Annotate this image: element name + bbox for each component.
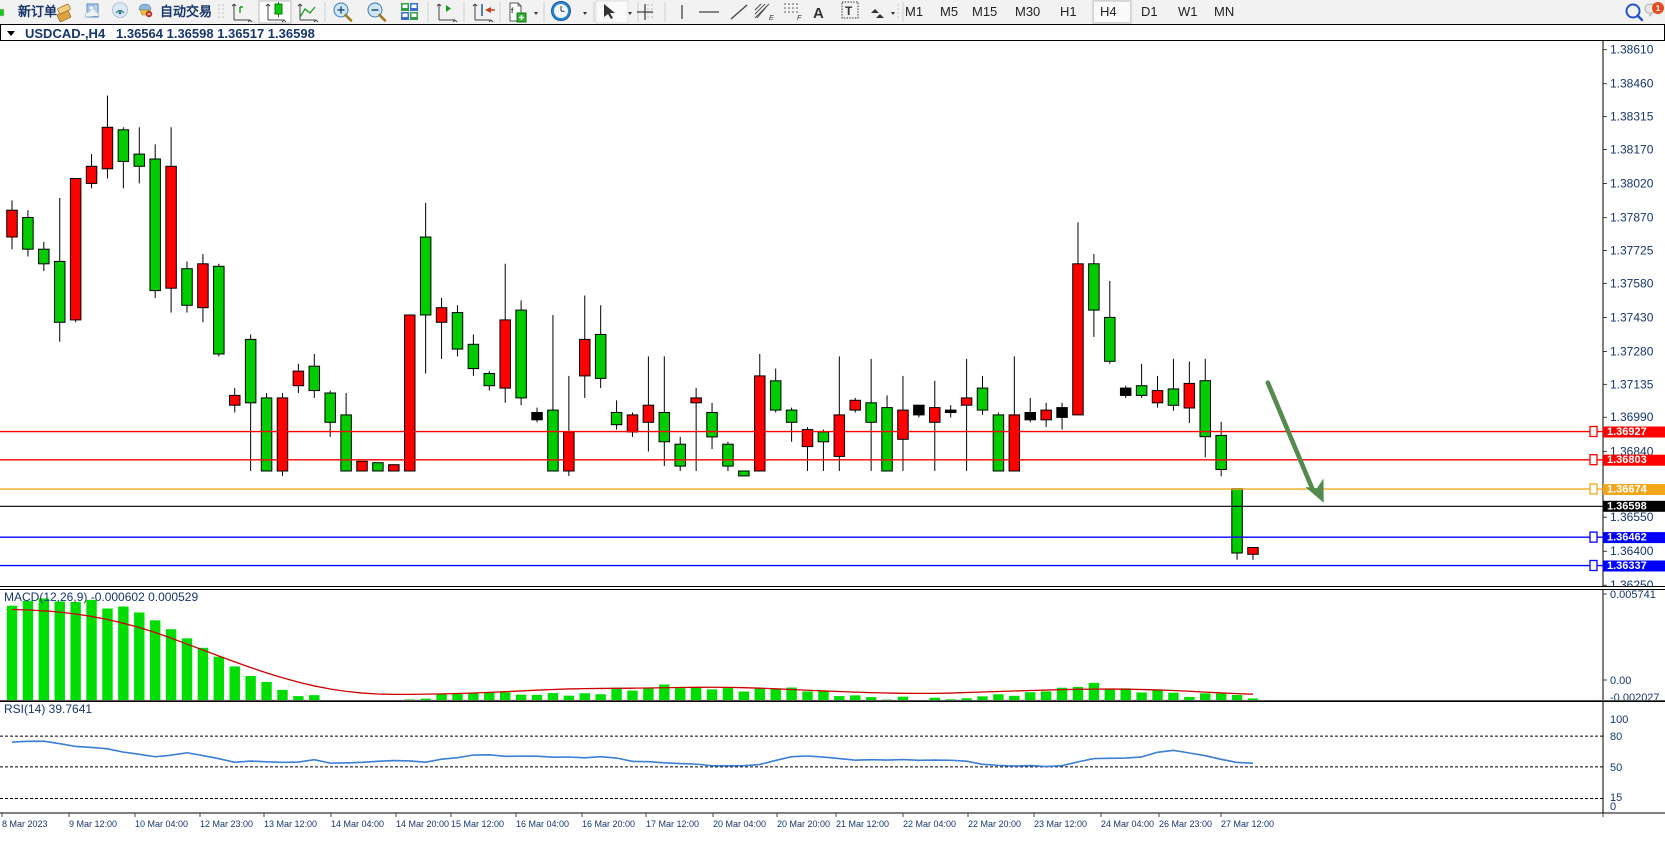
- svg-text:27 Mar 12:00: 27 Mar 12:00: [1221, 819, 1274, 829]
- svg-text:A: A: [813, 5, 824, 22]
- svg-text:-0.002027: -0.002027: [1610, 692, 1660, 701]
- svg-text:16 Mar 20:00: 16 Mar 20:00: [582, 819, 635, 829]
- svg-text:1.36803: 1.36803: [1607, 454, 1647, 466]
- svg-text:20 Mar 20:00: 20 Mar 20:00: [777, 819, 830, 829]
- svg-text:T: T: [845, 4, 853, 18]
- svg-text:100: 100: [1610, 714, 1628, 726]
- svg-text:1.37725: 1.37725: [1610, 243, 1654, 257]
- svg-text:USDCAD-,H4: USDCAD-,H4: [25, 26, 106, 41]
- svg-text:1.37430: 1.37430: [1610, 310, 1654, 324]
- svg-text:1: 1: [1656, 3, 1661, 13]
- svg-text:50: 50: [1610, 762, 1622, 774]
- svg-text:H1: H1: [1060, 4, 1077, 19]
- svg-text:新订单: 新订单: [18, 4, 57, 19]
- svg-text:1.36462: 1.36462: [1607, 532, 1647, 544]
- svg-text:23 Mar 12:00: 23 Mar 12:00: [1034, 819, 1087, 829]
- svg-text:M30: M30: [1015, 4, 1040, 19]
- svg-text:1.36927: 1.36927: [1607, 426, 1647, 438]
- svg-text:1.36674: 1.36674: [1607, 484, 1648, 496]
- svg-text:12 Mar 23:00: 12 Mar 23:00: [200, 819, 253, 829]
- svg-text:15 Mar 12:00: 15 Mar 12:00: [451, 819, 504, 829]
- svg-text:1.37135: 1.37135: [1610, 377, 1654, 391]
- svg-text:1.36564 1.36598 1.36517 1.3659: 1.36564 1.36598 1.36517 1.36598: [116, 26, 315, 41]
- svg-text:16 Mar 04:00: 16 Mar 04:00: [516, 819, 569, 829]
- svg-text:17 Mar 12:00: 17 Mar 12:00: [646, 819, 699, 829]
- svg-text:1.36990: 1.36990: [1610, 410, 1654, 424]
- svg-text:F: F: [797, 15, 802, 22]
- svg-text:1.36337: 1.36337: [1607, 560, 1647, 572]
- svg-text:0.005741: 0.005741: [1610, 590, 1656, 601]
- svg-text:24 Mar 04:00: 24 Mar 04:00: [1101, 819, 1154, 829]
- svg-text:9 Mar 12:00: 9 Mar 12:00: [69, 819, 117, 829]
- svg-text:E: E: [769, 15, 774, 22]
- svg-text:1.37580: 1.37580: [1610, 276, 1654, 290]
- svg-text:22 Mar 04:00: 22 Mar 04:00: [903, 819, 956, 829]
- svg-text:M1: M1: [905, 4, 923, 19]
- svg-text:1.38610: 1.38610: [1610, 43, 1654, 57]
- svg-text:8 Mar 2023: 8 Mar 2023: [2, 819, 48, 829]
- svg-text:1.37280: 1.37280: [1610, 344, 1654, 358]
- svg-text:14 Mar 04:00: 14 Mar 04:00: [331, 819, 384, 829]
- svg-text:RSI(14) 39.7641: RSI(14) 39.7641: [4, 702, 92, 716]
- svg-text:1.36598: 1.36598: [1607, 500, 1647, 512]
- svg-text:M5: M5: [940, 4, 958, 19]
- svg-text:D1: D1: [1141, 4, 1158, 19]
- svg-text:13 Mar 12:00: 13 Mar 12:00: [264, 819, 317, 829]
- svg-text:1.36250: 1.36250: [1610, 578, 1654, 587]
- svg-text:1.38315: 1.38315: [1610, 110, 1654, 124]
- svg-text:1.38020: 1.38020: [1610, 176, 1654, 190]
- svg-text:0: 0: [1610, 801, 1616, 813]
- svg-text:21 Mar 12:00: 21 Mar 12:00: [836, 819, 889, 829]
- svg-text:10 Mar 04:00: 10 Mar 04:00: [135, 819, 188, 829]
- svg-text:1.38170: 1.38170: [1610, 142, 1654, 156]
- svg-text:80: 80: [1610, 731, 1622, 743]
- svg-text:1.36400: 1.36400: [1610, 544, 1654, 558]
- svg-text:W1: W1: [1178, 4, 1198, 19]
- svg-text:MACD(12,26,9) -0.000602 0.0005: MACD(12,26,9) -0.000602 0.000529: [4, 590, 198, 604]
- svg-text:自动交易: 自动交易: [160, 4, 212, 19]
- svg-text:1.38460: 1.38460: [1610, 77, 1654, 91]
- svg-text:26 Mar 23:00: 26 Mar 23:00: [1159, 819, 1212, 829]
- svg-text:14 Mar 20:00: 14 Mar 20:00: [396, 819, 449, 829]
- svg-text:22 Mar 20:00: 22 Mar 20:00: [968, 819, 1021, 829]
- svg-text:H4: H4: [1100, 4, 1117, 19]
- svg-text:20 Mar 04:00: 20 Mar 04:00: [713, 819, 766, 829]
- svg-text:1.37870: 1.37870: [1610, 211, 1654, 225]
- svg-text:0.00: 0.00: [1610, 675, 1631, 687]
- svg-text:MN: MN: [1214, 4, 1234, 19]
- svg-text:M15: M15: [972, 4, 997, 19]
